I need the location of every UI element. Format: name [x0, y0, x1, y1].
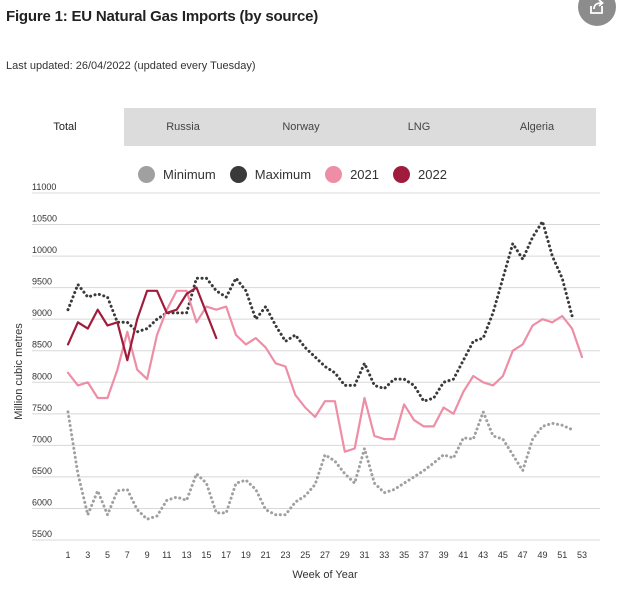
y-tick-label-9500: 9500	[32, 277, 52, 287]
y-tick-label-8000: 8000	[32, 371, 52, 381]
series-line-2022[interactable]	[66, 286, 218, 362]
x-tick-label-45: 45	[498, 550, 508, 560]
legend-label-2021: 2021	[350, 167, 379, 182]
tab-russia[interactable]: Russia	[166, 121, 200, 133]
x-tick-label-51: 51	[557, 550, 567, 560]
x-tick-label-33: 33	[379, 550, 389, 560]
x-axis-title: Week of Year	[292, 569, 358, 581]
x-tick-label-29: 29	[340, 550, 350, 560]
y-tick-label-9000: 9000	[32, 308, 52, 318]
y-tick-label-11000: 11000	[32, 182, 56, 192]
legend-item-2021[interactable]: 2021	[325, 166, 379, 183]
x-tick-label-43: 43	[478, 550, 488, 560]
x-tick-label-5: 5	[105, 550, 110, 560]
legend-label-2022: 2022	[418, 167, 447, 182]
x-tick-label-7: 7	[125, 550, 130, 560]
x-tick-label-9: 9	[145, 550, 150, 560]
x-tick-label-47: 47	[518, 550, 528, 560]
y-tick-label-7500: 7500	[32, 403, 52, 413]
legend-label-minimum: Minimum	[163, 167, 216, 182]
x-tick-label-35: 35	[399, 550, 409, 560]
x-tick-label-11: 11	[162, 550, 171, 560]
series-line-minimum[interactable]	[66, 410, 574, 521]
x-tick-label-37: 37	[419, 550, 429, 560]
x-tick-label-41: 41	[458, 550, 468, 560]
legend-item-maximum[interactable]: Maximum	[229, 166, 312, 183]
y-tick-label-7000: 7000	[32, 434, 52, 444]
x-tick-label-53: 53	[577, 550, 587, 560]
y-tick-label-10500: 10500	[32, 214, 57, 224]
legend-swatch-minimum	[138, 166, 155, 183]
series-line-maximum[interactable]	[66, 219, 574, 403]
figure-title: Figure 1: EU Natural Gas Imports (by sou…	[6, 8, 319, 25]
tab-norway[interactable]: Norway	[282, 121, 320, 133]
legend-swatch-maximum	[229, 166, 247, 183]
y-tick-label-8500: 8500	[32, 340, 52, 350]
y-tick-label-10000: 10000	[32, 245, 57, 255]
y-axis-ticks: 5500 6000 6500 7000 7500 8000 8500 9000 9500 1000…	[32, 182, 57, 539]
series-line-2021[interactable]	[66, 289, 584, 453]
x-tick-label-19: 19	[241, 550, 251, 560]
x-tick-label-17: 17	[221, 550, 231, 560]
y-tick-label-6000: 6000	[32, 497, 52, 507]
y-tick-label-5500: 5500	[32, 529, 52, 539]
tab-lng[interactable]: LNG	[407, 121, 431, 133]
y-axis-title: Million cubic metres	[13, 323, 25, 420]
legend-item-minimum[interactable]: Minimum	[138, 166, 216, 183]
source-tabs: Total Russia Norway LNG Algeria	[6, 108, 596, 146]
y-tick-label-6500: 6500	[32, 466, 52, 476]
x-tick-label-27: 27	[320, 550, 330, 560]
tab-total[interactable]: Total	[6, 108, 124, 146]
last-updated-text: Last updated: 26/04/2022 (updated every …	[6, 60, 256, 72]
series-lines	[66, 219, 584, 521]
x-axis-ticks: 1 3 5 7 9 11 13 15 17 19 21 23 25 27 29 31 33 35 37 39 41 43 4…	[65, 550, 587, 560]
legend-item-2022[interactable]: 2022	[393, 166, 447, 183]
x-tick-label-31: 31	[360, 550, 370, 560]
x-tick-label-39: 39	[439, 550, 449, 560]
tab-algeria[interactable]: Algeria	[519, 121, 555, 133]
x-tick-label-21: 21	[261, 550, 271, 560]
chart-legend: Minimum Maximum 2021 2022	[138, 166, 447, 183]
grid-lines	[32, 192, 600, 541]
legend-swatch-2021	[325, 166, 343, 183]
share-icon	[590, 0, 604, 14]
x-tick-label-15: 15	[201, 550, 211, 560]
legend-swatch-2022	[393, 166, 410, 183]
x-tick-label-3: 3	[85, 550, 90, 560]
x-tick-label-25: 25	[300, 550, 310, 560]
x-tick-label-23: 23	[280, 550, 290, 560]
x-tick-label-13: 13	[182, 550, 192, 560]
x-tick-label-1: 1	[65, 550, 70, 560]
x-tick-label-49: 49	[537, 550, 547, 560]
legend-label-maximum: Maximum	[254, 167, 312, 182]
